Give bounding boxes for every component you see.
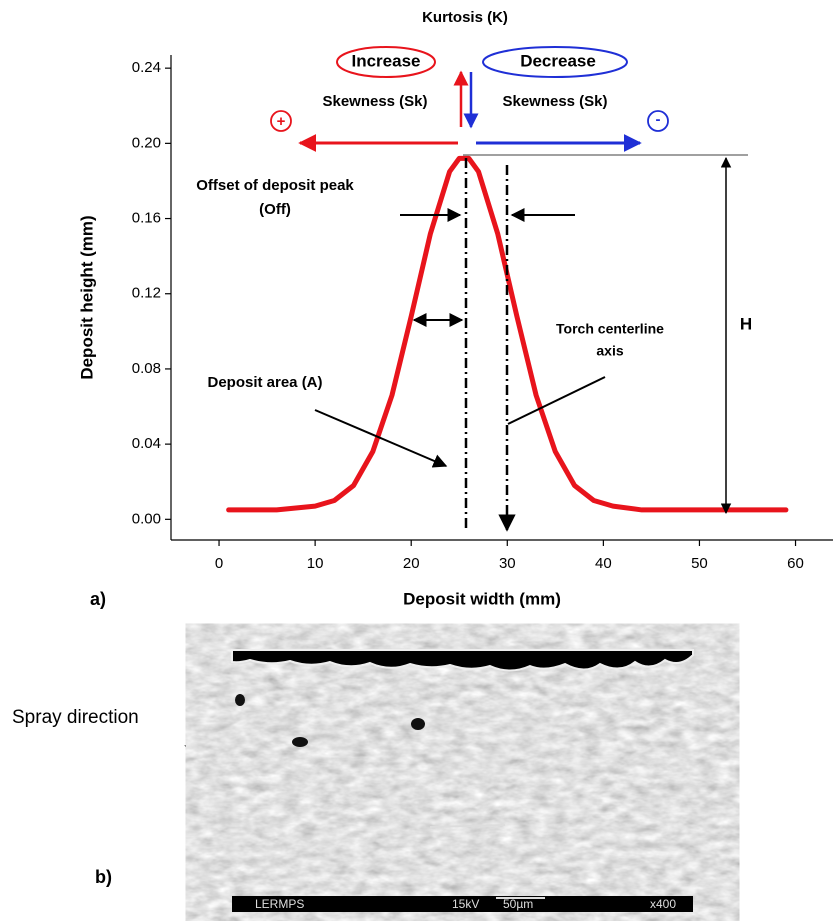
minus-label: - bbox=[656, 111, 661, 128]
torch-label: axis bbox=[596, 343, 623, 359]
offset-label: (Off) bbox=[259, 201, 291, 218]
area-arrow bbox=[315, 410, 446, 466]
y-tick-label: 0.20 bbox=[132, 134, 161, 151]
annotations: Kurtosis (K) Increase Decrease Skewness … bbox=[196, 9, 752, 530]
height-label: H bbox=[740, 314, 752, 333]
spray-label: Spray direction bbox=[12, 707, 139, 728]
x-tick-label: 60 bbox=[787, 555, 804, 572]
y-tick-label: 0.08 bbox=[132, 360, 161, 377]
y-tick-label: 0.04 bbox=[132, 435, 161, 452]
micrograph: LERMPS 15kV 50µm x400 bbox=[232, 650, 693, 912]
micrograph-text: 50µm bbox=[503, 897, 533, 911]
micrograph-image bbox=[232, 650, 693, 912]
y-axis-title: Deposit height (mm) bbox=[77, 215, 96, 379]
figure: 0.00 0.04 0.08 0.12 0.16 0.20 0.24 0 10 20 30 40 50 6… bbox=[0, 0, 834, 921]
area-label: Deposit area (A) bbox=[207, 374, 322, 391]
panel-label: a) bbox=[90, 589, 106, 609]
micrograph-text: x400 bbox=[650, 897, 676, 911]
x-tick-label: 40 bbox=[595, 555, 612, 572]
pore bbox=[411, 718, 425, 730]
x-tick-label: 10 bbox=[307, 555, 324, 572]
kurtosis-label: Kurtosis (K) bbox=[422, 9, 508, 26]
x-axis-title: Deposit width (mm) bbox=[403, 589, 561, 608]
x-tick-label: 20 bbox=[403, 555, 420, 572]
offset-label: Offset of deposit peak bbox=[196, 177, 354, 194]
y-tick-label: 0.24 bbox=[132, 59, 161, 76]
y-tick-label: 0.12 bbox=[132, 285, 161, 302]
y-tick-label: 0.00 bbox=[132, 510, 161, 527]
micrograph-text: 15kV bbox=[452, 897, 479, 911]
increase-label: Increase bbox=[352, 51, 421, 70]
x-tick-label: 50 bbox=[691, 555, 708, 572]
y-tick-label: 0.16 bbox=[132, 210, 161, 227]
torch-label: Torch centerline bbox=[556, 321, 664, 337]
pore bbox=[292, 737, 308, 747]
panel-label: b) bbox=[95, 867, 112, 887]
x-tick-label: 30 bbox=[499, 555, 516, 572]
skewness-left-label: Skewness (Sk) bbox=[322, 93, 427, 110]
skewness-right-label: Skewness (Sk) bbox=[502, 93, 607, 110]
plus-label: + bbox=[277, 113, 286, 130]
decrease-label: Decrease bbox=[520, 51, 596, 70]
micrograph-text: LERMPS bbox=[255, 897, 304, 911]
torch-pointer bbox=[508, 377, 605, 424]
x-tick-label: 0 bbox=[215, 555, 223, 572]
pore bbox=[235, 694, 245, 706]
plot: 0.00 0.04 0.08 0.12 0.16 0.20 0.24 0 10 20 30 40 50 6… bbox=[77, 55, 833, 608]
